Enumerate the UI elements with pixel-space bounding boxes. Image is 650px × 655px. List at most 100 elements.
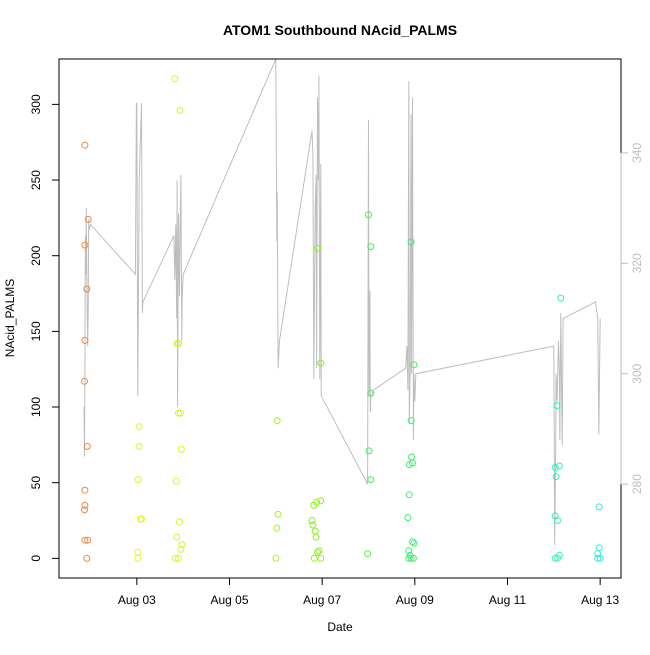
data-point — [172, 477, 180, 485]
data-point — [408, 453, 416, 461]
data-point — [81, 141, 89, 149]
y-tick-label: 300 — [29, 94, 43, 114]
data-point — [410, 539, 418, 547]
data-point — [596, 554, 604, 562]
data-point — [81, 241, 89, 249]
data-point — [405, 491, 413, 499]
data-point — [81, 377, 88, 385]
x-tick-label: Aug 11 — [489, 593, 526, 607]
y-tick-label: 200 — [29, 245, 43, 265]
data-point — [81, 336, 89, 344]
data-point — [84, 536, 92, 544]
y-axis: 0 50 100 150 200 250 300 — [29, 94, 60, 562]
data-point — [134, 476, 142, 484]
data-point — [83, 285, 91, 293]
data-point — [134, 554, 142, 562]
y2-tick-label: 320 — [630, 253, 644, 273]
data-point — [595, 503, 603, 511]
data-point — [317, 554, 325, 562]
data-point — [594, 554, 602, 562]
data-point — [554, 517, 561, 524]
data-point — [313, 498, 321, 506]
line-series — [83, 58, 601, 545]
data-point — [176, 518, 183, 526]
data-point — [134, 548, 142, 556]
data-point — [552, 473, 560, 481]
data-point — [81, 536, 89, 544]
data-point — [317, 359, 325, 367]
data-point — [171, 554, 179, 562]
data-point — [81, 486, 89, 494]
data-point — [83, 442, 91, 450]
data-point — [177, 445, 185, 453]
data-point — [367, 389, 375, 397]
data-point — [81, 501, 89, 509]
data-point — [309, 521, 317, 529]
y-tick-label: 100 — [29, 397, 43, 417]
data-point — [410, 361, 418, 369]
data-point — [405, 547, 413, 555]
y-axis-label: NAcid_PALMS — [3, 279, 17, 357]
data-point — [135, 423, 143, 431]
data-point — [312, 533, 320, 541]
data-point — [83, 554, 91, 562]
data-point — [273, 524, 281, 532]
data-point — [407, 554, 415, 562]
data-point — [365, 211, 372, 219]
x-tick-label: Aug 05 — [210, 593, 248, 607]
x-tick-label: Aug 03 — [118, 593, 156, 607]
y2-tick-label: 300 — [630, 363, 644, 383]
data-point — [273, 417, 281, 425]
data-point — [314, 548, 321, 556]
data-point — [367, 476, 375, 484]
y-tick-label: 250 — [29, 170, 43, 190]
data-point — [272, 554, 280, 562]
y-tick-label: 0 — [29, 555, 43, 562]
chart-title: ATOM1 Southbound NAcid_PALMS — [223, 22, 457, 38]
plot-frame — [58, 58, 622, 579]
data-point — [308, 517, 316, 524]
data-point — [409, 538, 416, 546]
data-point — [595, 544, 603, 552]
data-point — [364, 550, 372, 558]
data-point — [81, 506, 88, 514]
data-point — [274, 510, 282, 518]
data-point — [175, 409, 182, 417]
data-point — [176, 106, 184, 114]
data-point — [317, 497, 325, 505]
x-tick-label: Aug 13 — [581, 593, 619, 607]
y2-axis: 280 300 320 340 — [620, 143, 644, 494]
data-point — [553, 402, 561, 409]
data-point — [405, 554, 413, 562]
data-point — [178, 541, 186, 549]
data-point — [315, 547, 323, 555]
data-point — [177, 545, 185, 553]
data-point — [557, 294, 565, 302]
x-tick-label: Aug 07 — [303, 593, 341, 607]
data-point — [175, 340, 182, 347]
data-point — [555, 551, 563, 559]
x-axis-label: Date — [327, 620, 353, 634]
points-layer — [81, 75, 604, 562]
line-layer — [83, 58, 601, 545]
data-point — [404, 514, 412, 521]
data-point — [367, 243, 375, 251]
x-axis: Aug 03 Aug 05 Aug 07 Aug 09 Aug 11 Aug 13 — [118, 577, 619, 607]
data-point — [555, 462, 563, 470]
data-point — [173, 533, 181, 541]
y-tick-label: 50 — [29, 476, 43, 490]
data-point — [365, 447, 373, 455]
y2-tick-label: 280 — [630, 474, 644, 494]
y-tick-label: 150 — [29, 321, 43, 341]
data-point — [314, 244, 321, 252]
data-point — [84, 215, 92, 223]
data-point — [310, 554, 318, 562]
data-point — [409, 459, 416, 467]
data-point — [405, 461, 413, 468]
y2-tick-label: 340 — [630, 143, 644, 163]
data-point — [407, 238, 415, 246]
data-point — [551, 464, 559, 471]
data-point — [311, 527, 319, 535]
